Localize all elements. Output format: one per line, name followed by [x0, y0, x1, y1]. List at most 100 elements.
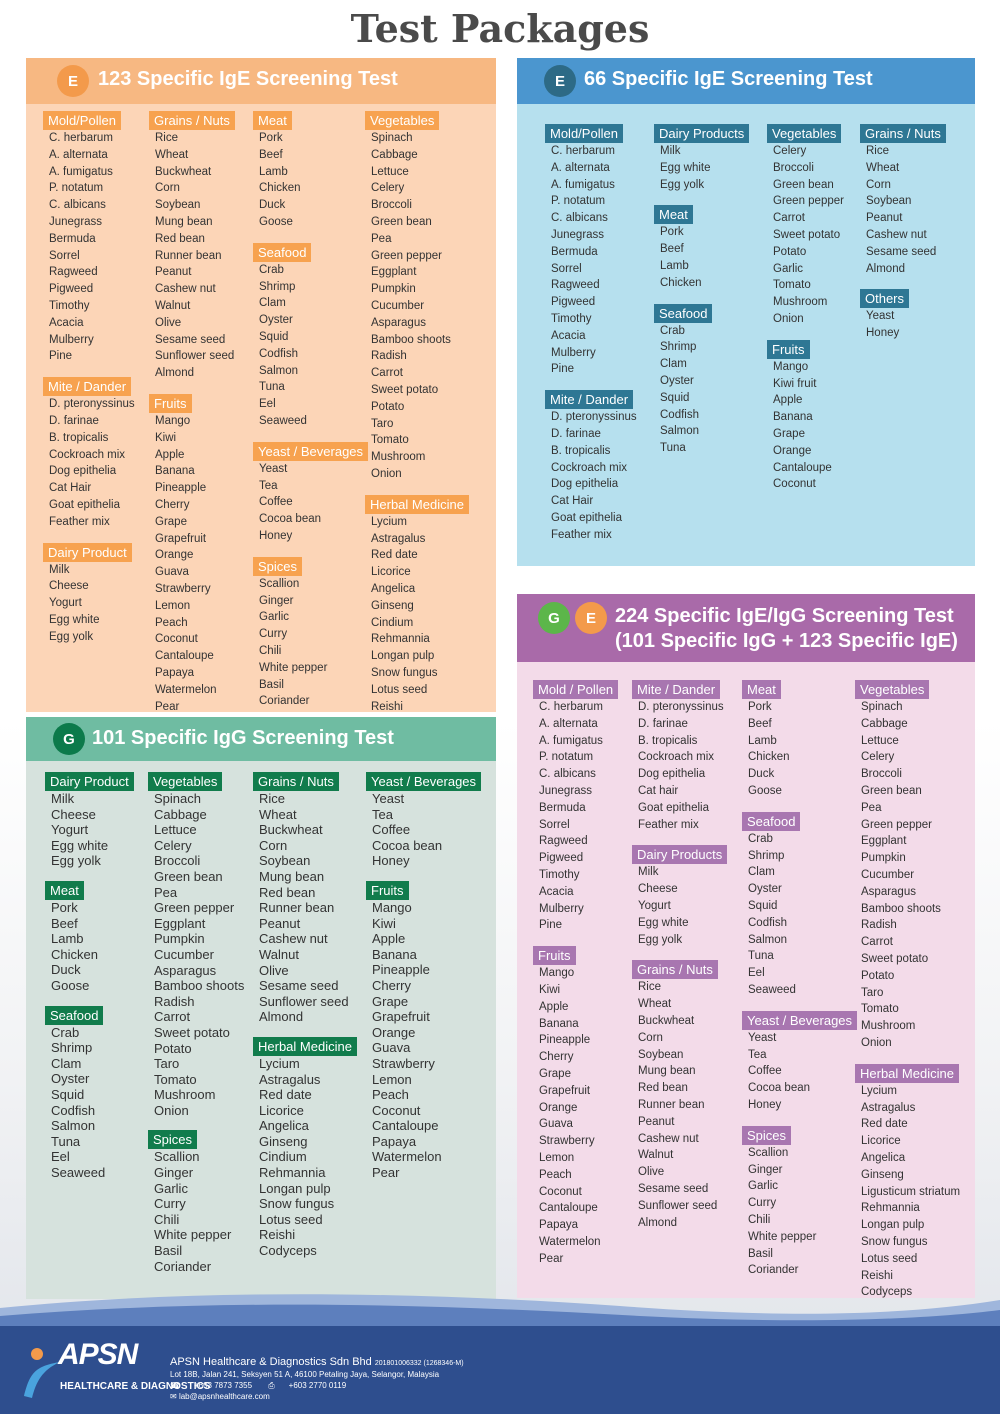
list-item: Eel	[259, 398, 276, 411]
list-item: Cockroach mix	[49, 448, 126, 461]
list-item: Beef	[259, 148, 283, 161]
category-spacer	[43, 531, 135, 543]
category-label: Herbal Medicine	[253, 1036, 357, 1056]
list-item: Kiwi	[372, 915, 396, 931]
list-item: Cashew nut	[638, 1132, 699, 1145]
list-item: Pine	[49, 350, 73, 363]
category-spacer	[632, 833, 727, 845]
list-item: Ginseng	[259, 1133, 308, 1149]
list-item: Carrot	[154, 1009, 191, 1025]
list-item: C. herbarum	[49, 132, 113, 144]
list-item: Licorice	[861, 1135, 901, 1148]
list-item: Ginger	[748, 1163, 783, 1176]
list-item: Codfish	[259, 347, 298, 360]
list-item: Sunflower seed	[155, 350, 235, 363]
list-item: Corn	[155, 182, 180, 195]
list-item: Onion	[371, 467, 402, 480]
list-item: Pineapple	[155, 482, 207, 495]
list-item: Goose	[51, 977, 90, 993]
list-item: Lotus seed	[259, 1211, 323, 1227]
list-item: A. fumigatus	[49, 165, 113, 178]
list-item: Olive	[155, 316, 182, 329]
list-item: Orange	[155, 549, 194, 562]
list-item: Sesame seed	[155, 333, 226, 346]
category-label: Yeast / Beverages	[742, 1010, 858, 1030]
list-item: Lamb	[660, 259, 689, 272]
item-list: Celery Broccoli Green bean Green pepper Carr…	[767, 143, 844, 328]
list-item: Cucumber	[371, 299, 425, 312]
list-item: Banana	[773, 411, 813, 424]
list-item: Mulberry	[551, 346, 596, 359]
page-title: Test Packages	[350, 6, 650, 51]
item-list: C. herbarum A. alternata A. fumigatus P. no…	[43, 130, 135, 365]
category-label: Seafood	[742, 811, 801, 831]
list-item: Yeast	[259, 462, 288, 475]
list-item: Clam	[748, 866, 775, 879]
list-item: Egg white	[660, 161, 711, 174]
list-item: Crab	[748, 832, 773, 845]
category-column: Vegetables Spinach Cabbage Lettuce Celery Bro…	[148, 772, 244, 1274]
footer	[0, 1326, 1000, 1414]
item-list: Rice Wheat Buckwheat Corn Soybean Mung bean Re…	[253, 791, 357, 1025]
category-label: Fruits	[767, 339, 810, 359]
fax-number: +603 2770 0119	[288, 1381, 347, 1390]
item-list: Crab Shrimp Clam Oyster Squid Codfish Salmon Tu…	[253, 262, 368, 430]
list-item: Grape	[539, 1067, 571, 1080]
list-item: Coriander	[259, 695, 310, 708]
list-item: Buckwheat	[638, 1014, 695, 1027]
list-item: Basil	[748, 1247, 773, 1260]
item-list: Milk Cheese Yogurt Egg white Egg yolk	[632, 864, 727, 948]
list-item: Ginseng	[371, 599, 414, 612]
list-item: Squid	[748, 899, 778, 912]
list-item: Corn	[259, 837, 288, 853]
email-link[interactable]: lab@apsnhealthcare.com	[178, 1392, 270, 1401]
category-label: Herbal Medicine	[855, 1063, 959, 1083]
list-item: Runner bean	[155, 249, 222, 262]
list-item: Cindium	[371, 616, 414, 629]
list-item: Sweet potato	[861, 952, 929, 965]
list-item: D. farinae	[49, 414, 99, 427]
list-item: Codfish	[51, 1102, 96, 1118]
list-item: Cheese	[638, 883, 678, 896]
list-item: Coriander	[748, 1264, 799, 1277]
list-item: Potato	[371, 400, 405, 413]
list-item: Spinach	[861, 701, 903, 713]
list-item: Chicken	[51, 946, 98, 962]
list-item: Taro	[371, 417, 394, 430]
category-label: Yeast / Beverages	[253, 441, 369, 461]
panel-title: 123 Specific IgE Screening Test	[98, 68, 398, 90]
list-item: Cat Hair	[49, 482, 92, 495]
category-spacer	[632, 948, 727, 960]
list-item: Lamb	[748, 734, 777, 747]
list-item: Green bean	[861, 784, 922, 797]
category-label: Dairy Products	[654, 124, 750, 143]
list-item: Junegrass	[551, 228, 605, 241]
list-item: Duck	[748, 768, 775, 781]
panel-title-line2: (101 Specific IgG + 123 Specific IgE)	[615, 630, 958, 652]
list-item: Reishi	[371, 700, 403, 713]
list-item: Bermuda	[539, 801, 586, 814]
list-item: Cheese	[51, 806, 96, 822]
category-column: Mold/Pollen C. herbarum A. alternata A. fum…	[545, 124, 637, 544]
list-item: Red bean	[638, 1082, 688, 1095]
category-label: Grains / Nuts	[253, 772, 339, 791]
list-item: Cantaloupe	[773, 461, 832, 474]
item-list: Mango Kiwi Apple Banana Pineapple Cherry Grape…	[533, 965, 618, 1267]
list-item: Pear	[539, 1252, 564, 1265]
list-item: Coriander	[154, 1258, 212, 1274]
list-item: Papaya	[372, 1133, 417, 1149]
list-item: Sesame seed	[866, 245, 937, 258]
list-item: Red bean	[155, 232, 205, 245]
list-item: Bamboo shoots	[861, 902, 941, 915]
list-item: Yogurt	[638, 899, 671, 912]
list-item: Cashew nut	[155, 283, 216, 296]
item-list: Spinach Cabbage Lettuce Celery Broccoli Green…	[148, 791, 244, 1118]
list-item: Sweet potato	[371, 383, 439, 396]
list-item: Wheat	[259, 806, 297, 822]
list-item: Shrimp	[748, 849, 785, 862]
list-item: Cheese	[49, 580, 89, 593]
list-item: Mushroom	[773, 296, 828, 309]
list-item: Squid	[51, 1086, 85, 1102]
list-item: Dog epithelia	[551, 478, 619, 491]
list-item: Junegrass	[49, 215, 103, 228]
